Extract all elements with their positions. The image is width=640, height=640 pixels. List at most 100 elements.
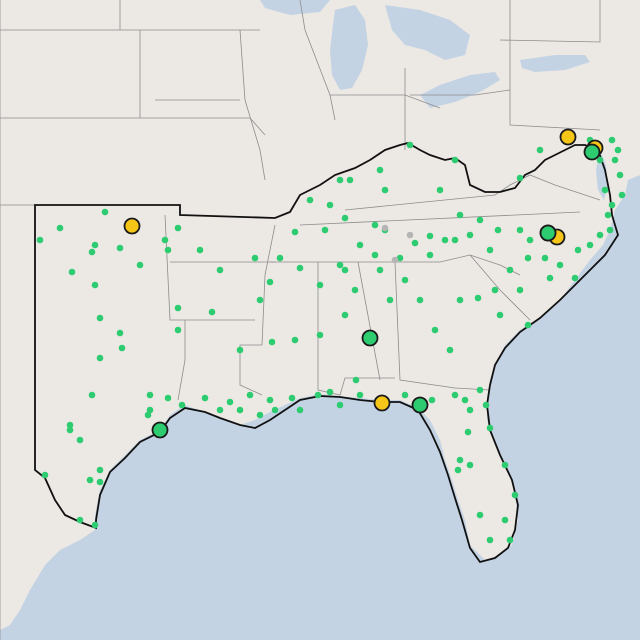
location-dot[interactable] <box>476 386 484 394</box>
location-dot[interactable] <box>451 156 459 164</box>
location-dot[interactable] <box>466 461 474 469</box>
location-dot[interactable] <box>96 466 104 474</box>
location-dot[interactable] <box>251 254 259 262</box>
location-dot[interactable] <box>56 224 64 232</box>
location-dot[interactable] <box>574 246 582 254</box>
location-dot[interactable] <box>516 174 524 182</box>
location-dot[interactable] <box>611 156 619 164</box>
location-dot[interactable] <box>88 248 96 256</box>
location-dot[interactable] <box>336 261 344 269</box>
location-dot[interactable] <box>291 336 299 344</box>
location-dot[interactable] <box>76 436 84 444</box>
location-dot[interactable] <box>456 211 464 219</box>
location-dot[interactable] <box>571 274 579 282</box>
location-dot[interactable] <box>474 294 482 302</box>
location-dot[interactable] <box>352 376 360 384</box>
location-dot[interactable] <box>216 266 224 274</box>
location-dot[interactable] <box>101 208 109 216</box>
location-dot[interactable] <box>356 391 364 399</box>
location-dot[interactable] <box>174 224 182 232</box>
location-dot[interactable] <box>326 201 334 209</box>
location-dot[interactable] <box>246 391 254 399</box>
location-dot[interactable] <box>36 236 44 244</box>
location-dot[interactable] <box>91 281 99 289</box>
location-dot[interactable] <box>116 244 124 252</box>
location-dot[interactable] <box>441 236 449 244</box>
location-dot[interactable] <box>476 216 484 224</box>
location-dot[interactable] <box>436 186 444 194</box>
location-dot[interactable] <box>456 296 464 304</box>
large-green-marker[interactable] <box>583 143 601 161</box>
location-dot[interactable] <box>376 166 384 174</box>
location-dot[interactable] <box>341 214 349 222</box>
location-dot[interactable] <box>256 411 264 419</box>
location-dot-inactive[interactable] <box>391 256 399 264</box>
location-dot[interactable] <box>164 394 172 402</box>
location-dot[interactable] <box>174 304 182 312</box>
location-dot[interactable] <box>216 406 224 414</box>
location-dot[interactable] <box>482 401 490 409</box>
location-dot[interactable] <box>226 398 234 406</box>
location-dot[interactable] <box>144 411 152 419</box>
large-green-marker[interactable] <box>361 329 379 347</box>
location-dot[interactable] <box>476 511 484 519</box>
location-dot[interactable] <box>546 274 554 282</box>
location-dot[interactable] <box>536 146 544 154</box>
large-green-marker[interactable] <box>151 421 169 439</box>
location-dot[interactable] <box>288 394 296 402</box>
location-dot[interactable] <box>401 276 409 284</box>
location-dot[interactable] <box>596 156 604 164</box>
location-dot[interactable] <box>266 278 274 286</box>
location-dot[interactable] <box>276 254 284 262</box>
location-dot[interactable] <box>316 331 324 339</box>
location-dot[interactable] <box>456 456 464 464</box>
location-dot[interactable] <box>376 266 384 274</box>
location-dot[interactable] <box>291 228 299 236</box>
location-dot[interactable] <box>136 261 144 269</box>
location-dot[interactable] <box>618 191 626 199</box>
location-dot[interactable] <box>351 286 359 294</box>
location-dot[interactable] <box>271 406 279 414</box>
location-dot[interactable] <box>541 254 549 262</box>
location-dot[interactable] <box>306 196 314 204</box>
location-dot[interactable] <box>371 251 379 259</box>
location-dot[interactable] <box>516 286 524 294</box>
large-yellow-marker[interactable] <box>373 394 391 412</box>
location-dot[interactable] <box>96 354 104 362</box>
location-dot[interactable] <box>586 241 594 249</box>
location-dot[interactable] <box>256 296 264 304</box>
location-dot[interactable] <box>526 236 534 244</box>
location-dot[interactable] <box>411 239 419 247</box>
location-dot[interactable] <box>401 391 409 399</box>
location-dot[interactable] <box>386 296 394 304</box>
location-dot[interactable] <box>381 186 389 194</box>
location-dot[interactable] <box>486 246 494 254</box>
location-dot[interactable] <box>208 308 216 316</box>
location-dot[interactable] <box>371 221 379 229</box>
location-dot[interactable] <box>88 391 96 399</box>
location-dot[interactable] <box>41 471 49 479</box>
location-dot[interactable] <box>346 176 354 184</box>
location-dot[interactable] <box>466 406 474 414</box>
location-dot[interactable] <box>596 231 604 239</box>
location-dot[interactable] <box>464 428 472 436</box>
location-dot[interactable] <box>608 136 616 144</box>
location-dot[interactable] <box>336 401 344 409</box>
location-dot[interactable] <box>96 314 104 322</box>
location-dot[interactable] <box>516 226 524 234</box>
location-dot[interactable] <box>326 388 334 396</box>
location-dot[interactable] <box>431 326 439 334</box>
location-dot[interactable] <box>601 186 609 194</box>
location-dot[interactable] <box>66 426 74 434</box>
location-dot[interactable] <box>608 201 616 209</box>
location-dot[interactable] <box>146 406 154 414</box>
location-dot-inactive[interactable] <box>406 231 414 239</box>
location-dot[interactable] <box>178 401 186 409</box>
location-dot[interactable] <box>524 254 532 262</box>
location-dot[interactable] <box>236 346 244 354</box>
location-dot[interactable] <box>396 254 404 262</box>
location-dot[interactable] <box>164 246 172 254</box>
location-dot[interactable] <box>266 396 274 404</box>
location-dot[interactable] <box>486 536 494 544</box>
